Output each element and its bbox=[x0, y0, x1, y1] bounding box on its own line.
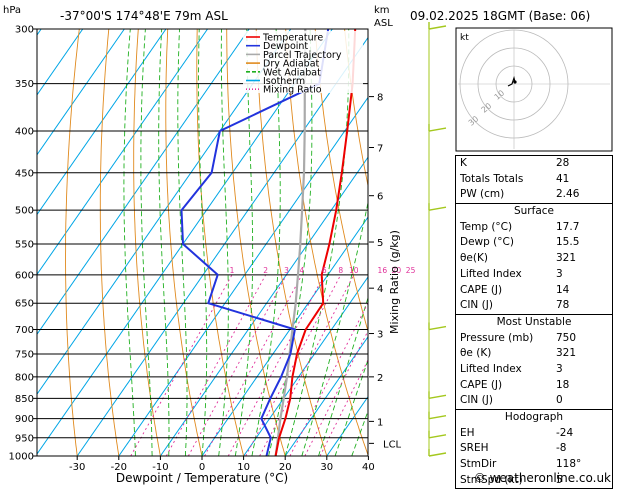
wind-barbs bbox=[429, 22, 446, 456]
stmspd-row: StmSpd (kt)5 bbox=[456, 473, 612, 489]
y-axis-label: Mixing Ratio (g/kg) bbox=[388, 230, 401, 334]
hodograph-title: Hodograph bbox=[456, 410, 612, 426]
wind-barb bbox=[429, 391, 446, 398]
lcl-label: LCL bbox=[383, 439, 402, 450]
pressure-tick-label: 600 bbox=[15, 270, 34, 281]
mixing-ratio-label: 6 bbox=[322, 266, 327, 275]
mixing-ratio-line bbox=[188, 275, 286, 456]
most-unstable-title: Most Unstable bbox=[456, 315, 612, 331]
km-tick-label: 7 bbox=[377, 143, 383, 154]
km-tick-label: 2 bbox=[377, 373, 383, 384]
dry-adiabat-line bbox=[66, 29, 80, 456]
wet-adiabat-line bbox=[319, 29, 432, 456]
totals-totals-value: 41 bbox=[556, 172, 608, 188]
wind-barb bbox=[429, 431, 446, 438]
sreh-row: SREH-8 bbox=[456, 441, 612, 457]
temperature-tick-label: 40 bbox=[362, 462, 375, 473]
pressure-tick-label: 700 bbox=[15, 325, 34, 336]
legend-label: Mixing Ratio bbox=[263, 85, 322, 96]
dry-adiabat-line bbox=[100, 29, 119, 456]
surface-section: Surface Temp (°C)17.7 Dewp (°C)15.5 θe(K… bbox=[455, 204, 613, 315]
wet-adiabat-line bbox=[235, 29, 252, 456]
wet-adiabat-line bbox=[219, 29, 229, 456]
mu-cin-row: CIN (J)0 bbox=[456, 393, 612, 409]
pressure-tick-label: 550 bbox=[15, 239, 34, 250]
surface-dewp-row: Dewp (°C)15.5 bbox=[456, 235, 612, 251]
pressure-tick-label: 450 bbox=[15, 168, 34, 179]
surface-cin-row: CIN (J)78 bbox=[456, 298, 612, 314]
mu-pressure-row: Pressure (mb)750 bbox=[456, 331, 612, 347]
surface-temp-row: Temp (°C)17.7 bbox=[456, 220, 612, 236]
dry-adiabat-line bbox=[134, 29, 161, 456]
pressure-tick-label: 900 bbox=[15, 414, 34, 425]
pressure-tick-label: 1000 bbox=[9, 452, 34, 463]
k-index-value: 28 bbox=[556, 156, 608, 172]
pw-value: 2.46 bbox=[556, 187, 608, 203]
mixing-ratio-label: 3 bbox=[284, 266, 289, 275]
pressure-tick-label: 350 bbox=[15, 79, 34, 90]
pressure-tick-label: 300 bbox=[15, 25, 34, 36]
most-unstable-section: Most Unstable Pressure (mb)750 θe (K)321… bbox=[455, 315, 613, 410]
km-tick-label: 6 bbox=[377, 192, 383, 203]
km-unit: km bbox=[374, 5, 390, 16]
mixing-ratio-label: 1 bbox=[230, 266, 235, 275]
datetime-title: 09.02.2025 18GMT (Base: 06) bbox=[410, 9, 590, 23]
mixing-ratio-label: 25 bbox=[406, 266, 416, 275]
wind-barb bbox=[429, 124, 446, 131]
dry-adiabat-line bbox=[197, 29, 244, 456]
wind-barb bbox=[429, 449, 446, 456]
pressure-tick-label: 850 bbox=[15, 394, 34, 405]
km-tick-label: 5 bbox=[377, 238, 383, 249]
wind-barb bbox=[429, 203, 446, 210]
eh-row: EH-24 bbox=[456, 426, 612, 442]
wind-barb bbox=[429, 412, 446, 419]
surface-title: Surface bbox=[456, 204, 612, 220]
mixing-ratio-line bbox=[246, 275, 341, 456]
km-tick-label: 8 bbox=[377, 93, 383, 104]
km-tick-label: 4 bbox=[377, 284, 383, 295]
wind-barb bbox=[429, 323, 446, 330]
x-axis-label: Dewpoint / Temperature (°C) bbox=[116, 471, 288, 485]
km-tick-label: 1 bbox=[377, 417, 383, 428]
wet-adiabat-line bbox=[124, 29, 135, 456]
mu-theta-row: θe (K)321 bbox=[456, 346, 612, 362]
hpa-unit: hPa bbox=[3, 5, 21, 16]
mixing-ratio-label: 16 bbox=[378, 266, 388, 275]
asl-unit: ASL bbox=[374, 18, 393, 29]
km-tick-label: 3 bbox=[377, 330, 383, 341]
temperature-tick-label: -30 bbox=[69, 462, 85, 473]
temperature-tick-label: 30 bbox=[320, 462, 333, 473]
pressure-tick-label: 750 bbox=[15, 349, 34, 360]
hodograph-frame bbox=[456, 28, 612, 151]
mixing-ratio-label: 4 bbox=[299, 266, 304, 275]
pressure-tick-label: 650 bbox=[15, 299, 34, 310]
pw-row: PW (cm)2.46 bbox=[456, 187, 612, 203]
wind-barb bbox=[429, 22, 446, 29]
pressure-tick-label: 800 bbox=[15, 372, 34, 383]
surface-theta-row: θe(K)321 bbox=[456, 251, 612, 267]
hodograph-unit: kt bbox=[460, 33, 469, 43]
surface-cape-row: CAPE (J)14 bbox=[456, 283, 612, 299]
mixing-ratio-label: 8 bbox=[338, 266, 343, 275]
pressure-tick-label: 950 bbox=[15, 433, 34, 444]
mixing-ratio-label: 10 bbox=[349, 266, 359, 275]
wet-adiabat-line bbox=[335, 29, 469, 456]
storm-motion-marker bbox=[513, 80, 516, 83]
isotherm-line bbox=[0, 29, 291, 456]
mu-cape-row: CAPE (J)18 bbox=[456, 378, 612, 394]
location-title: -37°00'S 174°48'E 79m ASL bbox=[60, 9, 228, 23]
mixing-ratio-label: 2 bbox=[263, 266, 268, 275]
pressure-tick-label: 500 bbox=[15, 206, 34, 217]
pressure-tick-label: 400 bbox=[15, 127, 34, 138]
